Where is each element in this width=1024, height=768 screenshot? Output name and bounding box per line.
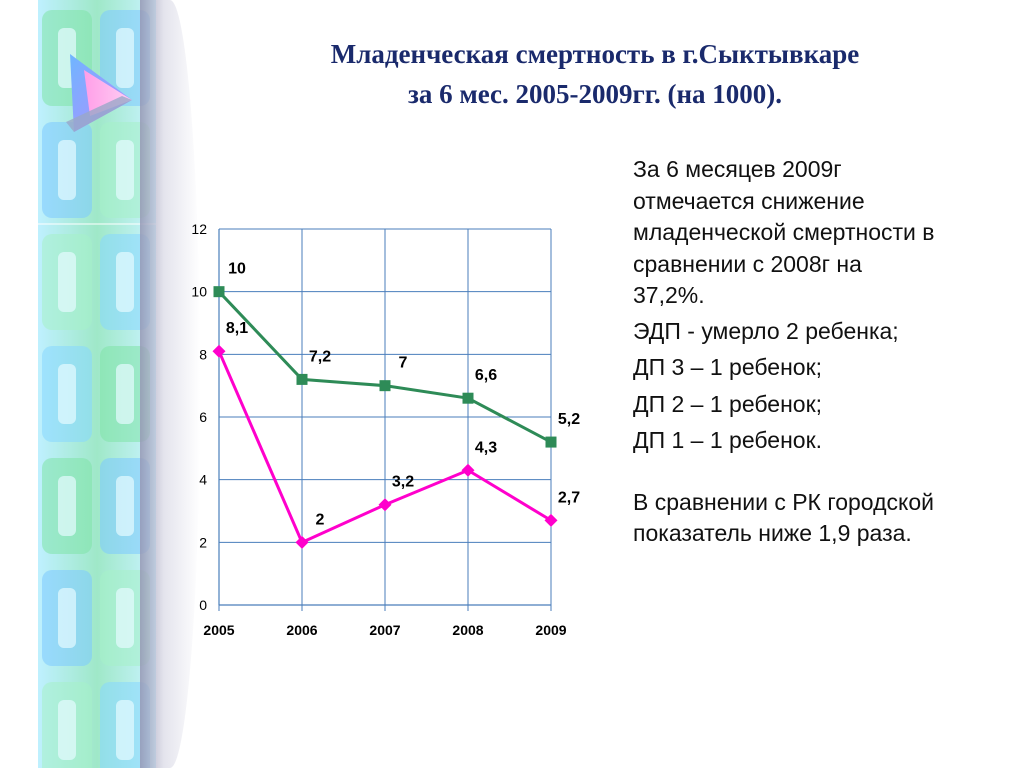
data-label: 5,2 — [558, 411, 580, 428]
title-line-2: за 6 мес. 2005-2009гг. (на 1000). — [407, 79, 783, 109]
data-label: 7 — [399, 355, 408, 372]
data-label: 2,7 — [558, 489, 580, 506]
y-tick-label: 12 — [191, 221, 207, 237]
slide-title: Младенческая смертность в г.Сыктывкаре з… — [215, 34, 975, 114]
detail-item: ДП 3 – 1 ребенок; — [633, 354, 823, 380]
x-tick-label: 2007 — [369, 622, 400, 638]
data-label: 4,3 — [475, 439, 497, 456]
data-label: 7,2 — [309, 348, 331, 365]
triangle-logo-icon — [66, 54, 132, 132]
data-point-marker — [461, 463, 475, 477]
y-tick-label: 0 — [199, 597, 207, 613]
detail-item: ЭДП - умерло 2 ребенка; — [633, 317, 899, 344]
data-point-marker — [295, 535, 309, 549]
summary-paragraph: За 6 месяцев 2009г отмечается снижение м… — [633, 154, 1018, 312]
detail-item: ДП 2 – 1 ребенок; — [633, 390, 823, 417]
band-shadow — [140, 0, 200, 768]
data-label: 8,1 — [226, 320, 248, 337]
data-point-marker — [462, 392, 474, 404]
data-label: 2 — [316, 511, 325, 528]
comparison-line: показатель ниже 1,9 раза. — [633, 520, 912, 546]
summary-line: сравнении с 2008г на — [633, 250, 862, 277]
line-chart: 0 2 4 6 8 10 12 2005 2006 2007 2008 2009 10 7,2 7 6,6 5,… — [191, 221, 580, 638]
summary-line: отмечается снижение — [633, 187, 865, 214]
x-tick-label: 2005 — [203, 622, 234, 638]
data-point-marker — [379, 380, 391, 392]
y-tick-label: 6 — [199, 409, 207, 425]
y-tick-label: 10 — [191, 284, 207, 300]
data-point-marker — [213, 286, 225, 298]
x-tick-label: 2008 — [452, 622, 483, 638]
slide-body-text: За 6 месяцев 2009г отмечается снижение м… — [633, 154, 1018, 550]
summary-line: За 6 месяцев 2009г — [633, 156, 842, 182]
summary-line: 37,2%. — [633, 282, 705, 308]
comparison-line: В сравнении с РК городской — [633, 488, 934, 515]
detail-item: ДП 1 – 1 ребенок. — [633, 427, 823, 453]
data-point-marker — [545, 436, 557, 448]
x-tick-label: 2009 — [535, 622, 566, 638]
data-label: 10 — [228, 261, 246, 278]
data-point-marker — [544, 513, 558, 527]
data-point-marker — [296, 373, 308, 385]
comparison-paragraph: В сравнении с РК городской показатель ни… — [633, 487, 1018, 550]
x-tick-label: 2006 — [286, 622, 317, 638]
data-label: 6,6 — [475, 367, 497, 384]
data-point-marker — [212, 344, 226, 358]
y-tick-label: 4 — [199, 472, 207, 488]
data-label: 3,2 — [392, 474, 414, 491]
y-tick-label: 8 — [199, 346, 207, 362]
data-point-marker — [378, 498, 392, 512]
summary-line: младенческой смертности в — [633, 219, 935, 245]
y-tick-label: 2 — [199, 534, 207, 550]
title-line-1: Младенческая смертность в г.Сыктывкаре — [330, 39, 860, 69]
